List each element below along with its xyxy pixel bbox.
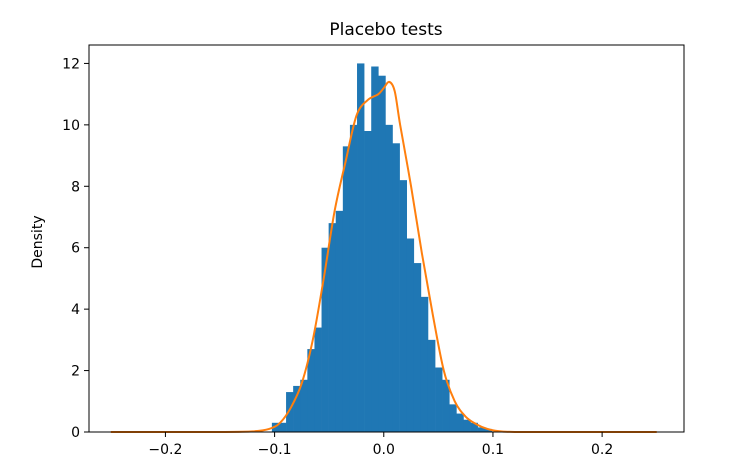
y-tick-label: 12 (62, 56, 80, 72)
density-curve (110, 80, 657, 433)
histogram-bar (399, 180, 407, 432)
histogram-bar (335, 210, 344, 432)
histogram-bar (385, 124, 393, 432)
histogram-bar (435, 367, 443, 432)
x-tick-label: −0.1 (258, 442, 292, 458)
histogram-bar (286, 392, 294, 432)
histogram-bar (420, 296, 429, 432)
histogram-bar (406, 238, 415, 432)
histogram-bar (378, 75, 386, 432)
histogram-bar (314, 327, 322, 432)
histogram-bar (364, 131, 372, 432)
histogram-bars (271, 63, 493, 433)
histogram-bar (293, 385, 301, 432)
y-tick-label: 2 (71, 364, 80, 380)
density-line (110, 80, 657, 433)
histogram-bar (413, 263, 422, 432)
y-tick-label: 4 (71, 302, 80, 318)
y-axis-ticks: 0 2 4 6 8 10 12 (62, 56, 89, 441)
histogram-bar (278, 422, 287, 432)
x-axis-ticks: −0.2 −0.1 0.0 0.1 0.2 (148, 432, 613, 458)
histogram-bar (307, 349, 315, 432)
histogram-bar (484, 428, 493, 432)
x-tick-label: 0.0 (373, 442, 395, 458)
histogram-bar (470, 422, 478, 432)
y-tick-label: 0 (71, 425, 80, 441)
histogram-bar (449, 404, 457, 432)
y-axis-label: Density (30, 215, 46, 268)
histogram-bar (463, 419, 471, 432)
y-tick-label: 8 (71, 179, 80, 195)
y-tick-label: 6 (71, 241, 80, 257)
histogram-bar (357, 63, 365, 433)
histogram-bar (456, 413, 464, 432)
histogram-bar (371, 66, 379, 432)
histogram-bar (442, 379, 450, 432)
x-tick-label: 0.1 (482, 442, 504, 458)
histogram-bar (427, 339, 436, 432)
histogram-bar (392, 143, 400, 433)
histogram-bar (321, 247, 329, 432)
histogram-bar (342, 146, 351, 432)
y-tick-label: 10 (62, 118, 80, 134)
histogram-bar (300, 379, 308, 432)
histogram-bar (328, 223, 337, 432)
histogram-bar (477, 427, 486, 432)
x-tick-label: −0.2 (148, 442, 182, 458)
chart-title: Placebo tests (329, 20, 442, 40)
x-tick-label: 0.2 (591, 442, 613, 458)
histogram-bar (271, 422, 280, 432)
plot-frame (88, 44, 685, 433)
histogram-bar (349, 124, 358, 432)
